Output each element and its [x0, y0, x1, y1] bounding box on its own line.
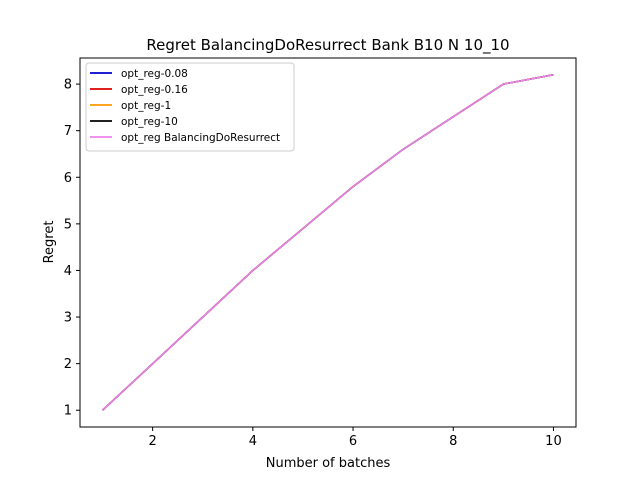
x-axis-label: Number of batches: [266, 456, 391, 471]
x-tick-label: 4: [249, 434, 257, 449]
legend-label-3: opt_reg-10: [121, 116, 178, 128]
y-axis-ticks: 1 2 3 4 5 6 7 8: [64, 78, 80, 419]
x-tick-label: 6: [349, 434, 357, 449]
legend-label-4: opt_reg BalancingDoResurrect: [121, 132, 280, 144]
legend: opt_reg-0.08 opt_reg-0.16 opt_reg-1 opt_reg…: [85, 62, 295, 152]
y-tick-label: 7: [64, 124, 72, 139]
legend-label-2: opt_reg-1: [121, 100, 171, 112]
y-tick-label: 5: [64, 217, 72, 232]
y-tick-label: 1: [64, 404, 72, 419]
series-line-4: [102, 74, 554, 411]
y-axis-label: Regret: [42, 221, 57, 264]
x-tick-label: 10: [545, 434, 562, 449]
x-axis-ticks: 2 4 6 8 10: [149, 427, 562, 449]
plot-frame: [79, 57, 577, 428]
series-lines: [102, 74, 554, 411]
x-tick-label: 8: [449, 434, 457, 449]
legend-label-0: opt_reg-0.08: [121, 68, 188, 80]
chart-title: Regret BalancingDoResurrect Bank B10 N 1…: [146, 36, 509, 55]
y-tick-label: 8: [64, 78, 72, 93]
y-tick-label: 3: [64, 311, 72, 326]
legend-label-1: opt_reg-0.16: [121, 84, 188, 96]
legend-box: [85, 62, 295, 152]
y-tick-label: 2: [64, 357, 72, 372]
y-tick-label: 6: [64, 171, 72, 186]
x-tick-label: 2: [149, 434, 157, 449]
y-tick-label: 4: [64, 264, 72, 279]
